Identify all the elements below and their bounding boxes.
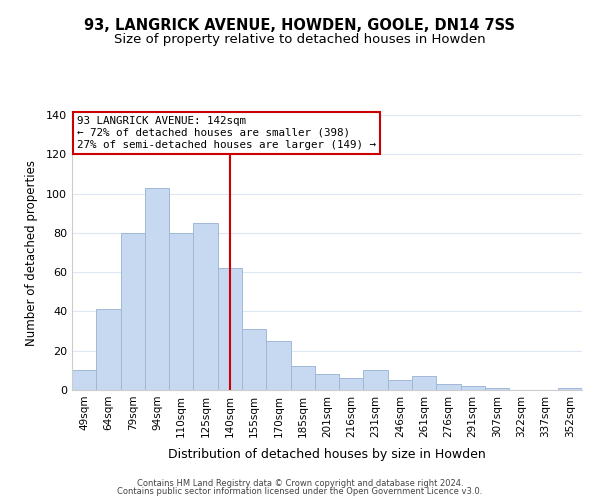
- Text: Contains public sector information licensed under the Open Government Licence v3: Contains public sector information licen…: [118, 487, 482, 496]
- Text: 93 LANGRICK AVENUE: 142sqm
← 72% of detached houses are smaller (398)
27% of sem: 93 LANGRICK AVENUE: 142sqm ← 72% of deta…: [77, 116, 376, 150]
- Bar: [169, 233, 193, 390]
- Bar: [364, 370, 388, 390]
- X-axis label: Distribution of detached houses by size in Howden: Distribution of detached houses by size …: [168, 448, 486, 461]
- Bar: [290, 366, 315, 390]
- Bar: [72, 370, 96, 390]
- Bar: [412, 376, 436, 390]
- Bar: [193, 223, 218, 390]
- Text: Size of property relative to detached houses in Howden: Size of property relative to detached ho…: [114, 32, 486, 46]
- Bar: [436, 384, 461, 390]
- Bar: [96, 310, 121, 390]
- Bar: [218, 268, 242, 390]
- Bar: [461, 386, 485, 390]
- Bar: [266, 341, 290, 390]
- Bar: [242, 329, 266, 390]
- Bar: [339, 378, 364, 390]
- Bar: [485, 388, 509, 390]
- Bar: [315, 374, 339, 390]
- Text: Contains HM Land Registry data © Crown copyright and database right 2024.: Contains HM Land Registry data © Crown c…: [137, 478, 463, 488]
- Bar: [388, 380, 412, 390]
- Bar: [145, 188, 169, 390]
- Text: 93, LANGRICK AVENUE, HOWDEN, GOOLE, DN14 7SS: 93, LANGRICK AVENUE, HOWDEN, GOOLE, DN14…: [85, 18, 515, 32]
- Bar: [558, 388, 582, 390]
- Bar: [121, 233, 145, 390]
- Y-axis label: Number of detached properties: Number of detached properties: [25, 160, 38, 346]
